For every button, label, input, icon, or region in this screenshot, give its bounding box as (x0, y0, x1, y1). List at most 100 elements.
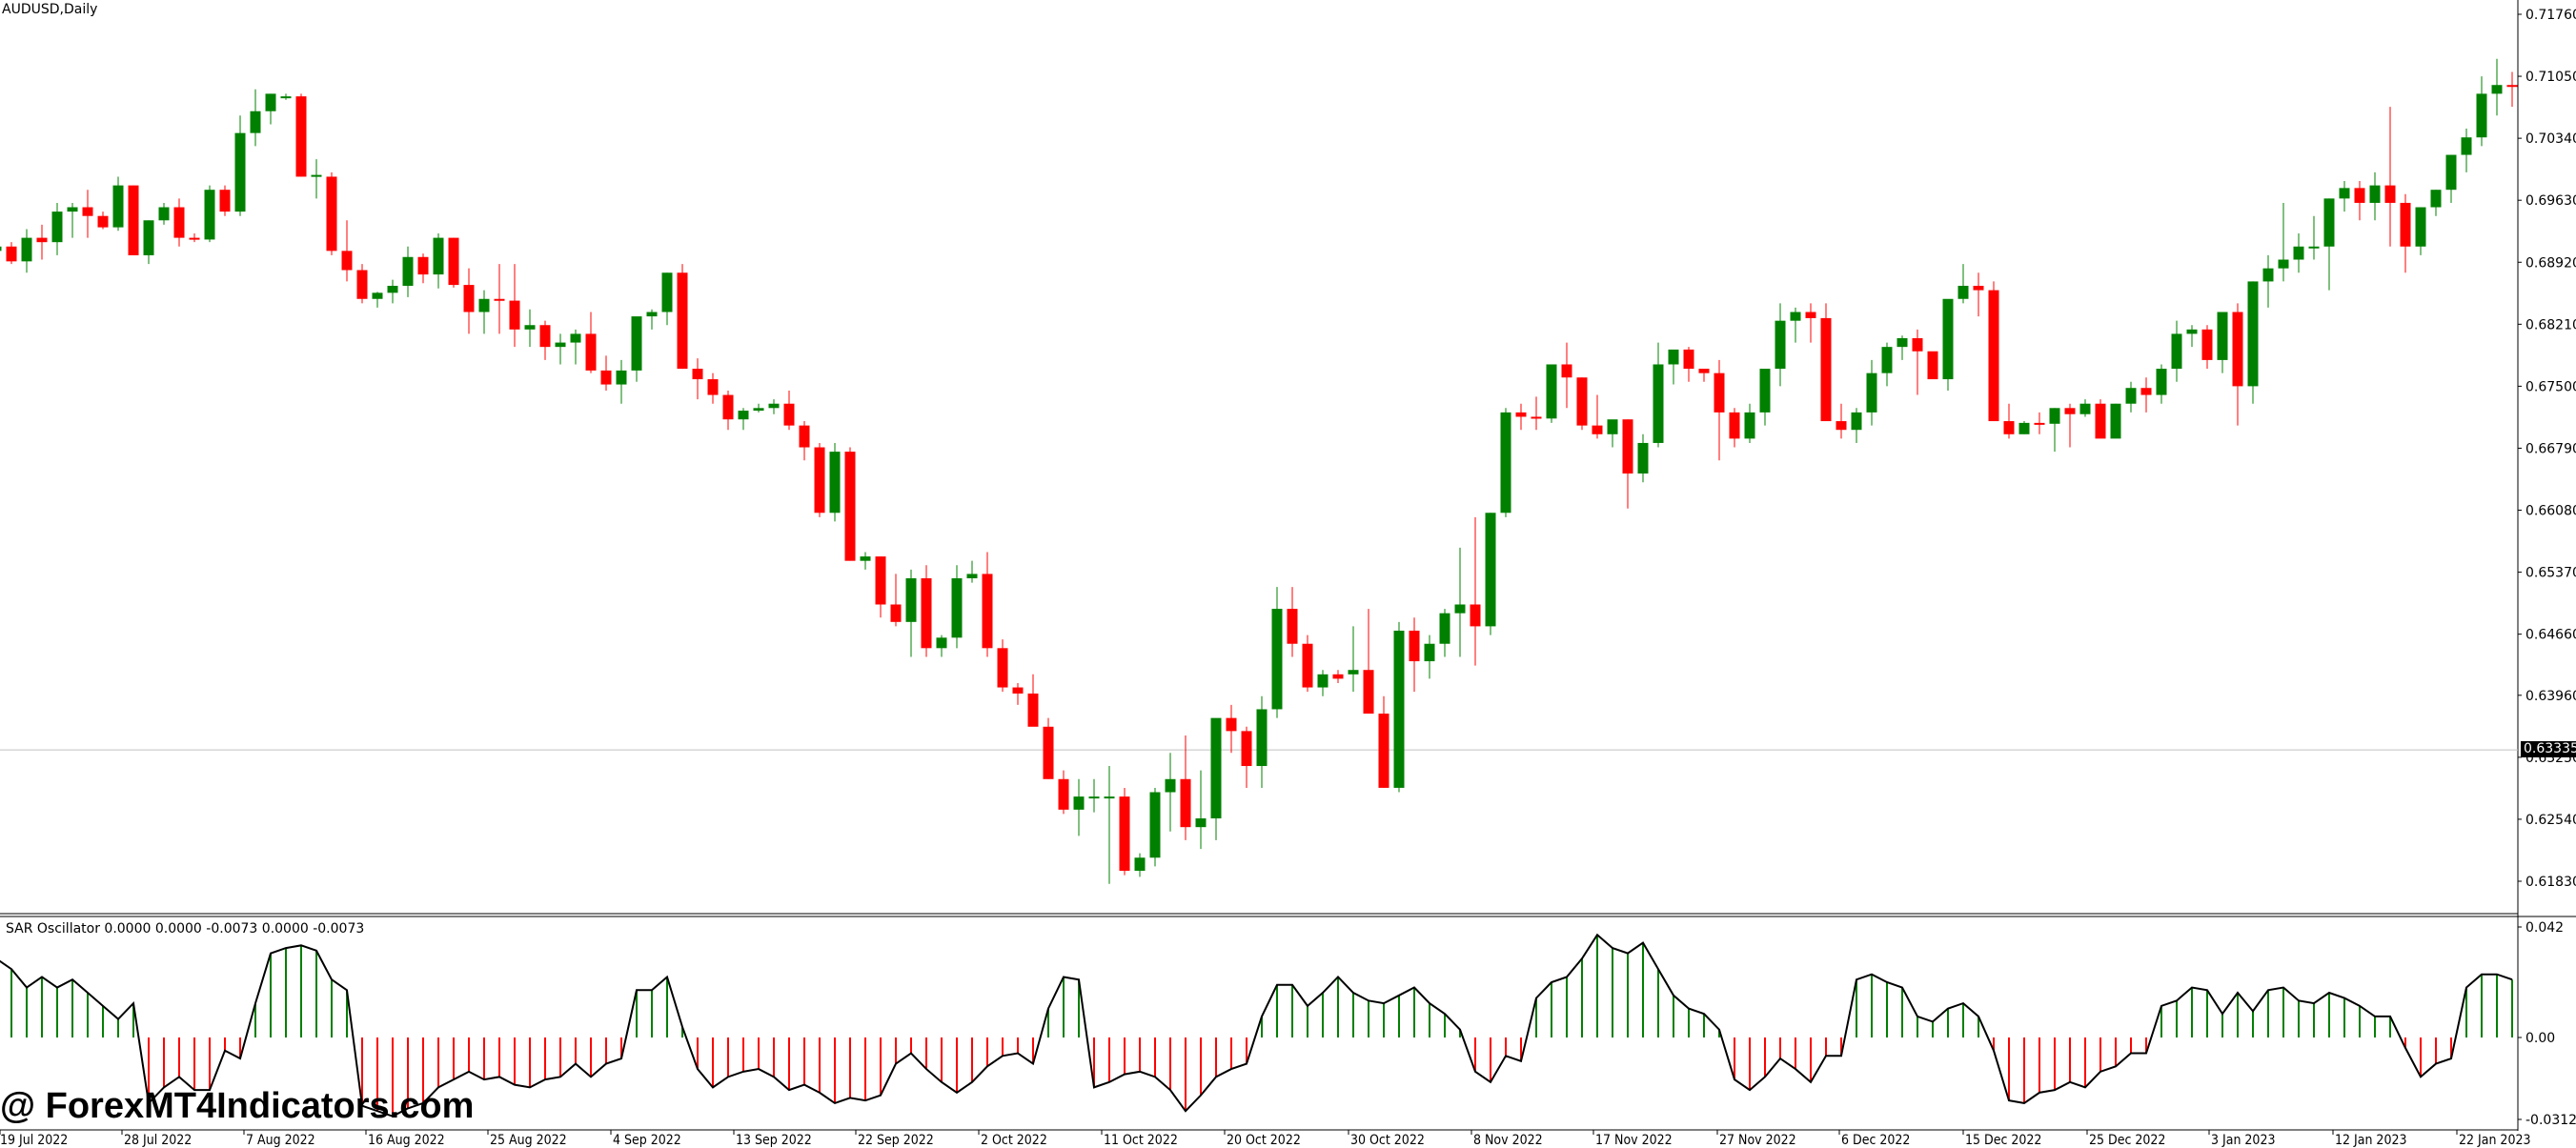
candle (2064, 403, 2076, 448)
oscillator-tick-label: 0.042 (2525, 920, 2564, 936)
candle (2003, 403, 2015, 439)
candle (844, 447, 856, 561)
candle (189, 233, 200, 243)
candle (1073, 778, 1085, 836)
candle (128, 185, 139, 255)
candle (1241, 726, 1252, 788)
candle (2125, 381, 2137, 413)
candle (387, 279, 398, 304)
candle (738, 408, 749, 431)
candle (616, 359, 627, 404)
candle (341, 220, 353, 282)
candle (204, 185, 215, 243)
date-tick-label: 7 Aug 2022 (246, 1133, 315, 1148)
candle (295, 93, 307, 177)
candle (1180, 735, 1191, 840)
candle (1698, 369, 1710, 382)
candle (6, 242, 17, 265)
candle (417, 253, 429, 284)
candle (1210, 717, 1222, 840)
date-tick-label: 8 Nov 2022 (1473, 1133, 1543, 1148)
candle (478, 290, 490, 334)
candle (112, 176, 124, 232)
candle (2445, 154, 2457, 203)
candle (1912, 329, 1923, 395)
chart-symbol-title: AUDUSD,Daily (2, 2, 98, 17)
candle (555, 333, 566, 365)
price-tick-label: 0.70340 (2525, 131, 2576, 147)
price-tick-label: 0.62540 (2525, 813, 2576, 828)
date-tick-label: 25 Dec 2022 (2089, 1133, 2165, 1148)
candle (219, 185, 231, 216)
candle (1897, 335, 1908, 360)
price-tick-label: 0.65370 (2525, 566, 2576, 581)
candle (2262, 254, 2274, 308)
candle (173, 198, 185, 247)
candle (570, 329, 581, 365)
candle (829, 442, 841, 522)
candle (2400, 193, 2411, 273)
price-tick-label: 0.69630 (2525, 193, 2576, 209)
candle (2323, 198, 2335, 291)
candle (1668, 349, 1679, 385)
candle (2079, 399, 2091, 417)
candle (1058, 770, 1069, 815)
candle (326, 171, 337, 255)
candle (951, 565, 963, 649)
candle (1683, 347, 1694, 382)
candle (1759, 369, 1771, 426)
candle (1424, 634, 1435, 679)
candle (2461, 129, 2472, 172)
candle (1104, 766, 1115, 884)
candle (2339, 181, 2350, 212)
candle (509, 264, 520, 348)
price-axis: 0.71760 0.71050 0.70340 0.69630 0.68920 0.682… (2518, 8, 2576, 890)
candle (1515, 403, 1527, 431)
candle (1226, 704, 1237, 754)
candle (1851, 408, 1862, 443)
sar-oscillator-histogram (10, 935, 2513, 1117)
candle (36, 224, 48, 260)
candle (1622, 419, 1633, 509)
date-tick-label: 30 Oct 2022 (1350, 1133, 1425, 1148)
candle (1957, 264, 1969, 304)
candle (2476, 76, 2487, 147)
candle (1332, 670, 1344, 683)
candle (2217, 312, 2228, 373)
candle (97, 211, 109, 230)
candle (356, 264, 368, 304)
indicator-title: SAR Oscillator 0.0000 0.0000 -0.0073 0.0… (6, 921, 365, 937)
price-tick-label: 0.68210 (2525, 317, 2576, 332)
candle (1881, 342, 1893, 387)
candle (1439, 609, 1450, 657)
time-axis: 19 Jul 2022 28 Jul 2022 7 Aug 2022 16 Aug 2… (0, 1130, 2530, 1148)
candle (265, 93, 276, 125)
candle (1637, 433, 1649, 483)
candle (1653, 342, 1664, 448)
candle (2293, 233, 2304, 273)
candle (1378, 695, 1389, 788)
date-tick-label: 4 Sep 2022 (613, 1133, 681, 1148)
candle (2171, 320, 2182, 382)
candle (1134, 853, 1146, 877)
candle (2140, 377, 2152, 413)
candle (661, 272, 673, 326)
candle (2049, 408, 2060, 453)
candle (250, 89, 261, 147)
candle (707, 373, 719, 404)
candle (158, 202, 170, 225)
candle (1454, 547, 1466, 657)
candle (1927, 351, 1938, 380)
candle (494, 264, 505, 334)
candle (2201, 325, 2213, 370)
candle (1988, 281, 1999, 422)
candle (433, 233, 444, 289)
candle (82, 190, 93, 238)
sar-oscillator-line (0, 933, 2513, 1118)
candle (1836, 403, 1847, 439)
candle (722, 390, 734, 431)
candle (2232, 303, 2243, 426)
candle (1607, 419, 1618, 448)
